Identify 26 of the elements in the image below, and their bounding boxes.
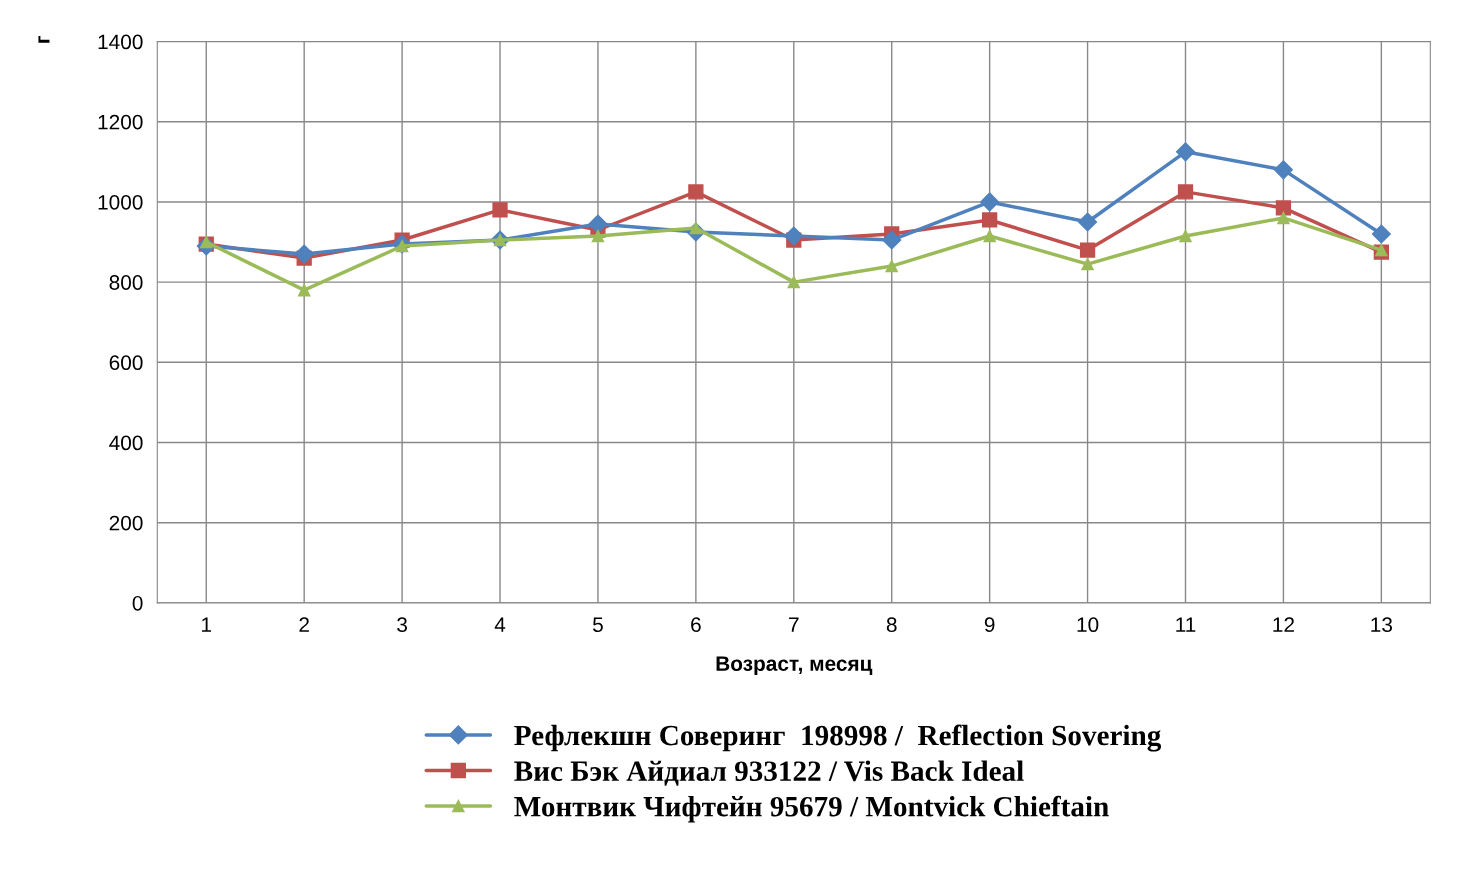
y-tick-label: 1400 [98,34,143,50]
x-tick-label: 1 [202,617,212,632]
y-axis-title: г [38,36,50,43]
legend-label: Монтвик Чифтейн 95679 / Montvick Chieftain [514,795,1109,823]
x-tick-label: 4 [494,617,506,632]
x-tick-label: 9 [984,617,995,633]
x-tick-label: 5 [592,617,603,633]
y-tick-label: 0 [132,595,143,611]
x-tick-label: 2 [299,617,309,632]
x-tick-label: 3 [397,617,407,633]
x-tick-label: 8 [886,617,897,633]
y-tick-label: 200 [109,515,143,531]
y-tick-label: 800 [109,275,143,290]
y-tick-label: 600 [109,355,143,371]
legend-label: Рефлекшн Соверинг 198998 / Reflection Sovering [514,724,1162,752]
x-axis-title: Возраст, месяц [716,656,873,676]
x-tick-label: 7 [789,617,799,632]
y-tick-label: 1000 [98,194,143,210]
y-tick-label: 400 [109,435,143,451]
y-tick-label: 1200 [98,114,143,130]
legend-label: Вис Бэк Айдиал 933122 / Vis Back Ideal [514,760,1024,786]
x-tick-label: 6 [691,617,701,633]
x-tick-label: 11 [1176,617,1196,632]
x-tick-label: 12 [1273,617,1294,632]
x-tick-label: 13 [1371,617,1393,633]
x-tick-label: 10 [1077,617,1099,633]
